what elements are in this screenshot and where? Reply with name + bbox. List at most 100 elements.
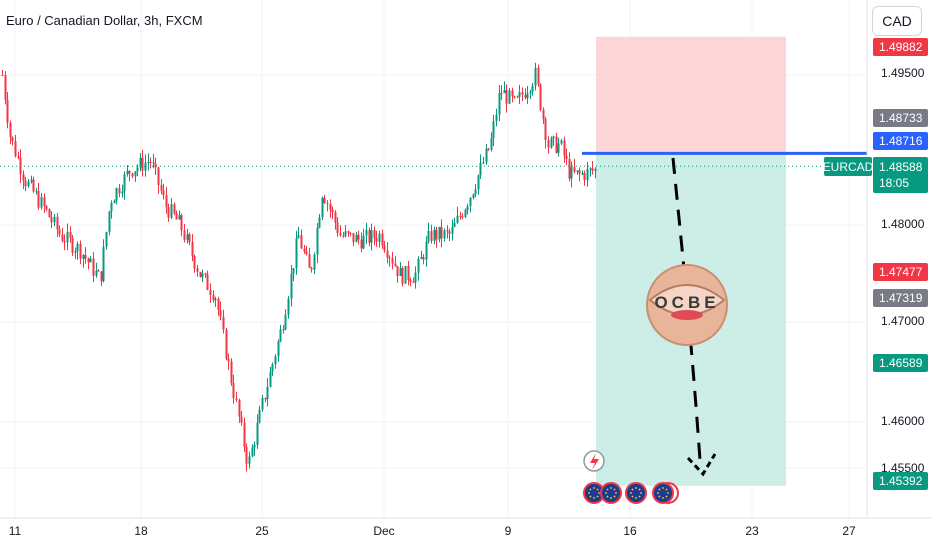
candle <box>274 356 277 365</box>
x-tick: 11 <box>8 524 22 538</box>
current-price-tag: 1.48588 18:05 <box>873 157 928 193</box>
candle <box>578 170 581 174</box>
candle <box>589 168 592 170</box>
candle <box>178 215 181 220</box>
candle <box>160 185 163 191</box>
candle <box>326 202 329 205</box>
candle <box>206 274 209 290</box>
candle <box>472 194 475 198</box>
candle <box>214 298 217 301</box>
candle <box>492 121 495 139</box>
candle <box>269 371 272 387</box>
candle <box>516 96 519 98</box>
candle <box>451 226 454 234</box>
candle <box>544 118 547 140</box>
candle <box>266 386 269 400</box>
candle <box>518 92 521 97</box>
candle <box>105 232 108 247</box>
candle <box>196 268 199 272</box>
candle <box>323 197 326 203</box>
candle <box>162 190 165 196</box>
candle <box>448 231 451 234</box>
x-tick: 23 <box>745 524 759 538</box>
candle <box>264 398 267 400</box>
y-tick: 1.46000 <box>881 414 925 428</box>
candle <box>563 140 566 156</box>
candle <box>427 230 430 242</box>
candle <box>453 222 456 227</box>
current-price: 1.48588 <box>879 160 923 174</box>
candle <box>485 148 488 163</box>
candle <box>352 232 355 243</box>
candle <box>365 230 368 236</box>
candle <box>225 329 228 359</box>
candle <box>180 215 183 231</box>
candle <box>373 229 376 239</box>
candle <box>238 399 241 417</box>
candle <box>464 210 467 217</box>
candle <box>331 209 334 213</box>
candle <box>87 258 90 263</box>
candle <box>170 204 173 218</box>
candle <box>204 273 207 275</box>
candle <box>193 255 196 269</box>
candle <box>173 204 176 214</box>
lightning-icon[interactable] <box>583 450 605 472</box>
eu-flag-event-icon[interactable] <box>625 482 647 504</box>
candle <box>248 456 251 464</box>
candle <box>396 266 399 276</box>
candle <box>386 250 389 258</box>
candle <box>438 226 441 240</box>
candle <box>542 109 545 119</box>
candle <box>121 191 124 194</box>
eu-flag-event-icon[interactable] <box>600 482 622 504</box>
candle <box>586 168 589 181</box>
candle <box>191 242 194 256</box>
candle <box>461 216 464 218</box>
candle <box>22 174 25 181</box>
candle <box>37 191 40 208</box>
eu-flag-event-icon[interactable] <box>652 482 679 504</box>
candle <box>199 271 202 278</box>
candle <box>581 173 584 175</box>
candle <box>321 197 324 218</box>
candle <box>537 67 540 85</box>
candle <box>11 137 14 142</box>
candle <box>505 90 508 104</box>
candle <box>66 231 69 243</box>
candle <box>560 140 563 144</box>
candle <box>360 239 363 249</box>
candle <box>414 272 417 283</box>
candle <box>378 233 381 242</box>
candle <box>24 180 27 187</box>
candle <box>30 179 33 182</box>
stop-loss-zone <box>596 36 786 154</box>
candle <box>188 234 191 243</box>
candle <box>368 230 371 243</box>
candle <box>594 168 597 171</box>
x-tick: 9 <box>504 524 512 538</box>
candle <box>290 273 293 299</box>
candle <box>446 230 449 232</box>
candle <box>500 93 503 95</box>
candle <box>495 114 498 122</box>
currency-button[interactable]: CAD <box>872 6 922 36</box>
candle <box>303 248 306 252</box>
candle <box>547 139 550 148</box>
x-tick: 25 <box>255 524 269 538</box>
y-tick: 1.48000 <box>881 217 925 231</box>
candle <box>79 243 82 259</box>
candle <box>149 161 152 163</box>
candle <box>277 341 280 357</box>
candle <box>550 138 553 148</box>
candle <box>388 257 391 259</box>
candle <box>147 161 150 163</box>
candle <box>336 222 339 233</box>
candle <box>433 229 436 241</box>
candle <box>6 99 9 123</box>
y-tick: 1.45500 <box>881 461 925 475</box>
candle <box>412 281 415 283</box>
event-icons <box>583 450 679 504</box>
candle <box>227 358 230 362</box>
